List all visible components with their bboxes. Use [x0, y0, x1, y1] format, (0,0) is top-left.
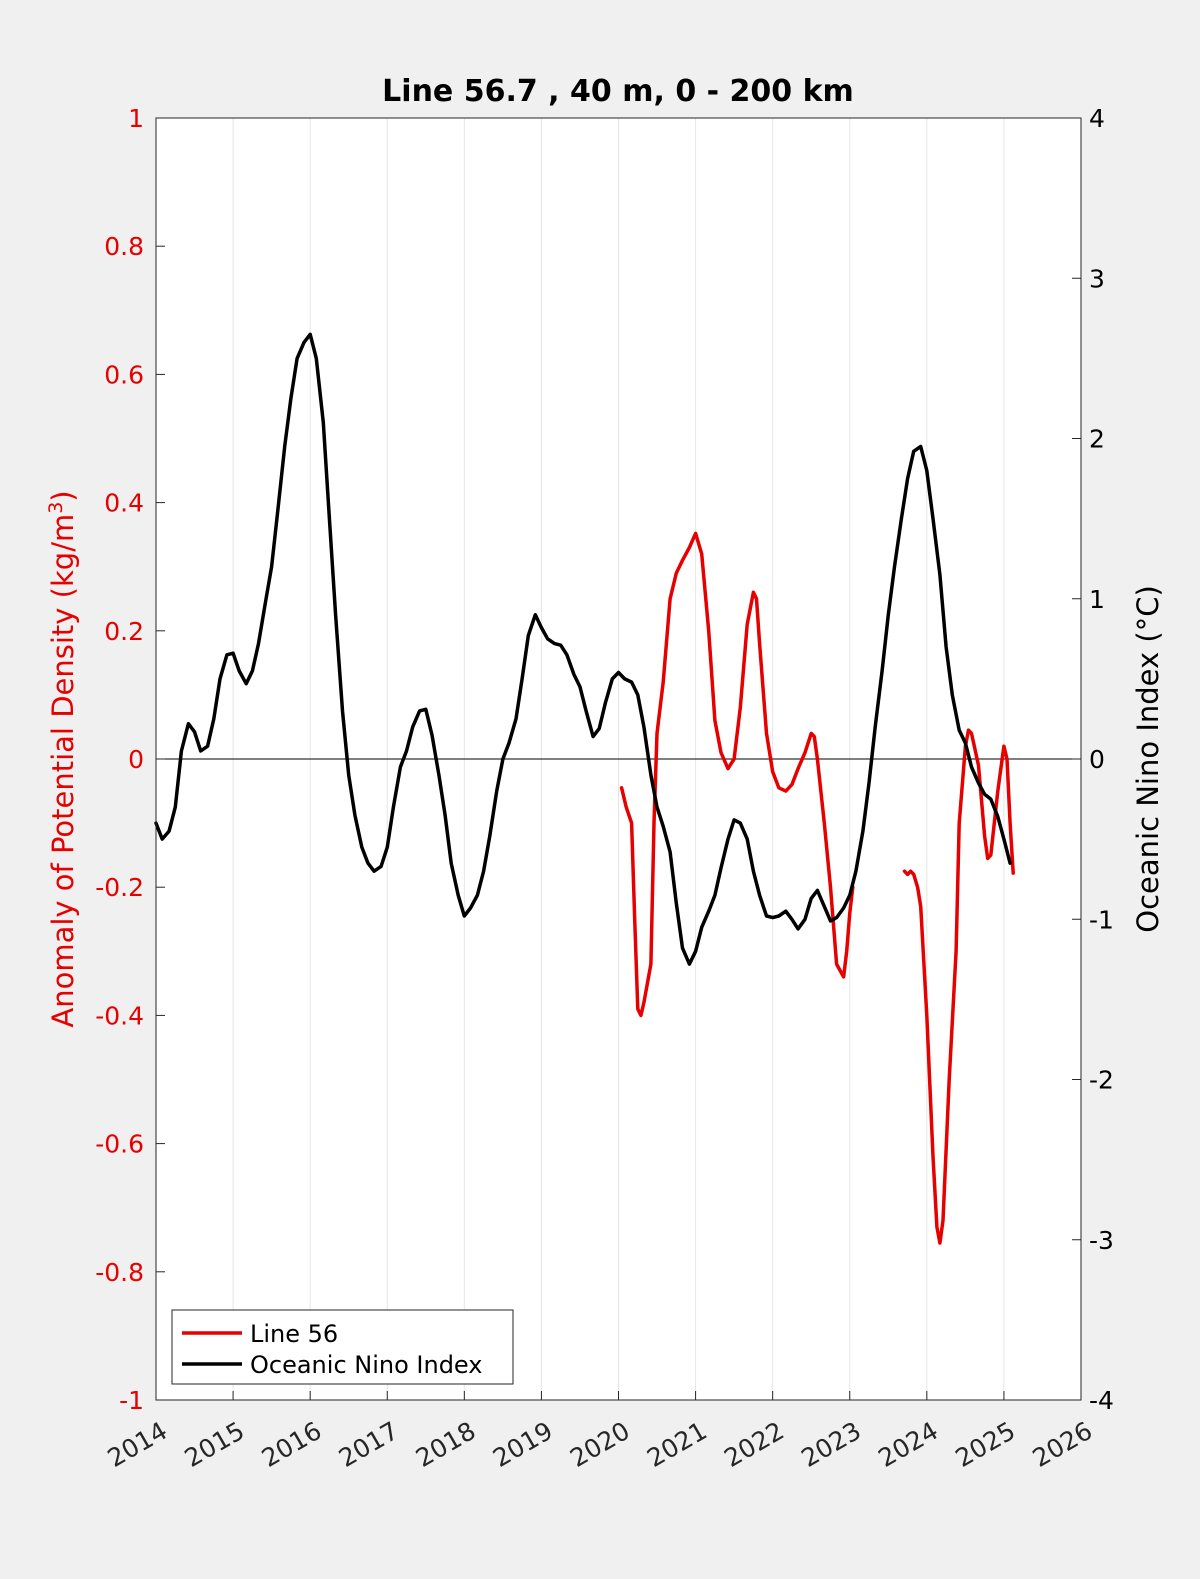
x-tick-label-2025: 2025 — [951, 1416, 1021, 1473]
x-tick-label-2023: 2023 — [796, 1416, 866, 1473]
x-tick-label-2020: 2020 — [565, 1416, 635, 1473]
left-axis-label-main: Anomaly of Potential Density (kg/m — [46, 514, 80, 1028]
right-tick-label: 1 — [1089, 585, 1105, 614]
left-tick-label: -0.2 — [95, 873, 144, 902]
right-tick-label: -1 — [1089, 905, 1114, 934]
x-tick-label-2026: 2026 — [1028, 1416, 1098, 1473]
legend-label-oni: Oceanic Nino Index — [250, 1351, 482, 1379]
x-tick-label-2018: 2018 — [411, 1416, 481, 1473]
x-tick-label-2016: 2016 — [257, 1416, 327, 1473]
left-axis-label: Anomaly of Potential Density (kg/m3) — [45, 490, 80, 1027]
left-tick-label: 0 — [128, 745, 144, 774]
right-tick-label: 2 — [1089, 425, 1105, 454]
x-tick-label-2021: 2021 — [642, 1416, 712, 1473]
right-tick-label: -2 — [1089, 1066, 1114, 1095]
right-tick-label: -3 — [1089, 1226, 1114, 1255]
right-axis-ticks: 4 3 2 1 0 -1 -2 -3 -4 — [1072, 104, 1114, 1415]
x-tick-label-2017: 2017 — [334, 1416, 404, 1473]
x-tick-label-2019: 2019 — [488, 1416, 558, 1473]
x-axis-ticks: 2014 2015 2016 2017 2018 2019 2020 2021 2022 2023… — [103, 1391, 1098, 1473]
right-axis-label: Oceanic Nino Index (°C) — [1131, 585, 1165, 933]
series-group — [154, 332, 1015, 1245]
left-tick-label: 0.4 — [104, 489, 144, 518]
legend-box — [171, 1309, 514, 1385]
x-tick-label-2014: 2014 — [103, 1416, 173, 1473]
right-tick-label: -4 — [1089, 1386, 1114, 1415]
left-tick-label: -0.6 — [95, 1130, 144, 1159]
x-tick-label-2022: 2022 — [719, 1416, 789, 1473]
left-tick-label: -0.8 — [95, 1258, 144, 1287]
series-line-oceanic-nino-index-segment-0 — [154, 332, 1012, 966]
left-tick-label: 1 — [128, 104, 144, 133]
left-tick-label: -0.4 — [95, 1001, 144, 1030]
x-tick-label-2024: 2024 — [873, 1416, 943, 1473]
chart-title: Line 56.7 , 40 m, 0 - 200 km — [382, 74, 854, 109]
left-tick-label: 0.8 — [104, 232, 144, 261]
right-tick-label: 4 — [1089, 104, 1105, 133]
series-line-line-56-segment-0 — [619, 531, 855, 1018]
legend: Line 56 Oceanic Nino Index — [171, 1309, 514, 1385]
left-tick-label: 0.6 — [104, 360, 144, 389]
legend-label-line-56: Line 56 — [250, 1320, 338, 1348]
right-tick-label: 0 — [1089, 745, 1105, 774]
left-tick-label: 0.2 — [104, 617, 144, 646]
right-tick-label: 3 — [1089, 264, 1105, 293]
left-axis-ticks: 1 0.8 0.6 0.4 0.2 0 -0.2 -0.4 -0.6 -0.8 -1 — [95, 104, 165, 1415]
x-tick-label-2015: 2015 — [180, 1416, 250, 1473]
left-axis-label-sup: 3 — [45, 502, 67, 514]
series-line-line-56-segment-1 — [902, 728, 1015, 1245]
left-tick-label: -1 — [119, 1386, 144, 1415]
left-axis-label-end: ) — [46, 490, 80, 501]
